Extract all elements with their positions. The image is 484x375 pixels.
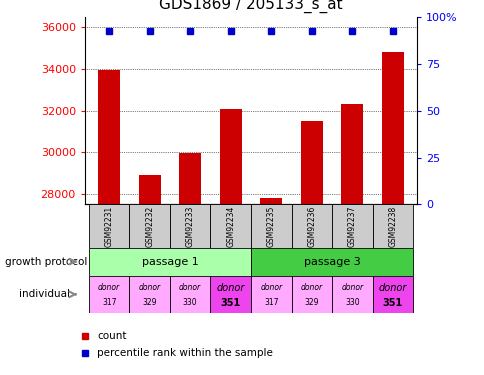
Text: 329: 329: [304, 298, 318, 307]
Bar: [372, 204, 412, 248]
Bar: [291, 204, 332, 248]
Text: 329: 329: [142, 298, 157, 307]
Bar: [332, 276, 372, 313]
Bar: [251, 276, 291, 313]
Text: GSM92238: GSM92238: [388, 206, 396, 247]
Bar: [138, 175, 161, 375]
Text: GSM92233: GSM92233: [185, 205, 194, 247]
Bar: [340, 104, 363, 375]
Bar: [89, 204, 129, 248]
Bar: [332, 204, 372, 248]
Text: 317: 317: [263, 298, 278, 307]
Bar: [259, 198, 282, 375]
Text: percentile rank within the sample: percentile rank within the sample: [97, 348, 272, 357]
Text: passage 3: passage 3: [303, 256, 360, 267]
Text: GSM92231: GSM92231: [105, 206, 113, 247]
Bar: [210, 204, 251, 248]
Bar: [210, 276, 251, 313]
Bar: [169, 204, 210, 248]
Text: GSM92232: GSM92232: [145, 206, 154, 247]
Bar: [381, 52, 403, 375]
Bar: [251, 204, 291, 248]
Bar: [219, 108, 242, 375]
Text: donor: donor: [259, 283, 282, 292]
Text: count: count: [97, 331, 126, 340]
Text: GSM92235: GSM92235: [266, 205, 275, 247]
Bar: [169, 276, 210, 313]
Text: donor: donor: [98, 283, 120, 292]
Text: 351: 351: [220, 298, 241, 307]
Bar: [179, 153, 201, 375]
Bar: [291, 276, 332, 313]
Text: 330: 330: [182, 298, 197, 307]
Bar: [89, 276, 129, 313]
Text: donor: donor: [341, 283, 363, 292]
Title: GDS1869 / 205133_s_at: GDS1869 / 205133_s_at: [159, 0, 342, 13]
Text: GSM92234: GSM92234: [226, 205, 235, 247]
Bar: [129, 276, 169, 313]
Bar: [129, 204, 169, 248]
Text: passage 1: passage 1: [141, 256, 198, 267]
Text: 317: 317: [102, 298, 116, 307]
Text: 351: 351: [382, 298, 402, 307]
Bar: [98, 70, 120, 375]
Bar: [251, 248, 412, 276]
Text: donor: donor: [138, 283, 160, 292]
Text: GSM92237: GSM92237: [347, 205, 356, 247]
Text: growth protocol: growth protocol: [5, 256, 87, 267]
Text: GSM92236: GSM92236: [307, 205, 316, 247]
Text: donor: donor: [300, 283, 322, 292]
Text: donor: donor: [179, 283, 201, 292]
Text: individual: individual: [19, 290, 70, 299]
Text: donor: donor: [378, 283, 406, 292]
Bar: [300, 121, 322, 375]
Text: 330: 330: [344, 298, 359, 307]
Bar: [89, 248, 251, 276]
Text: donor: donor: [216, 283, 244, 292]
Bar: [372, 276, 412, 313]
